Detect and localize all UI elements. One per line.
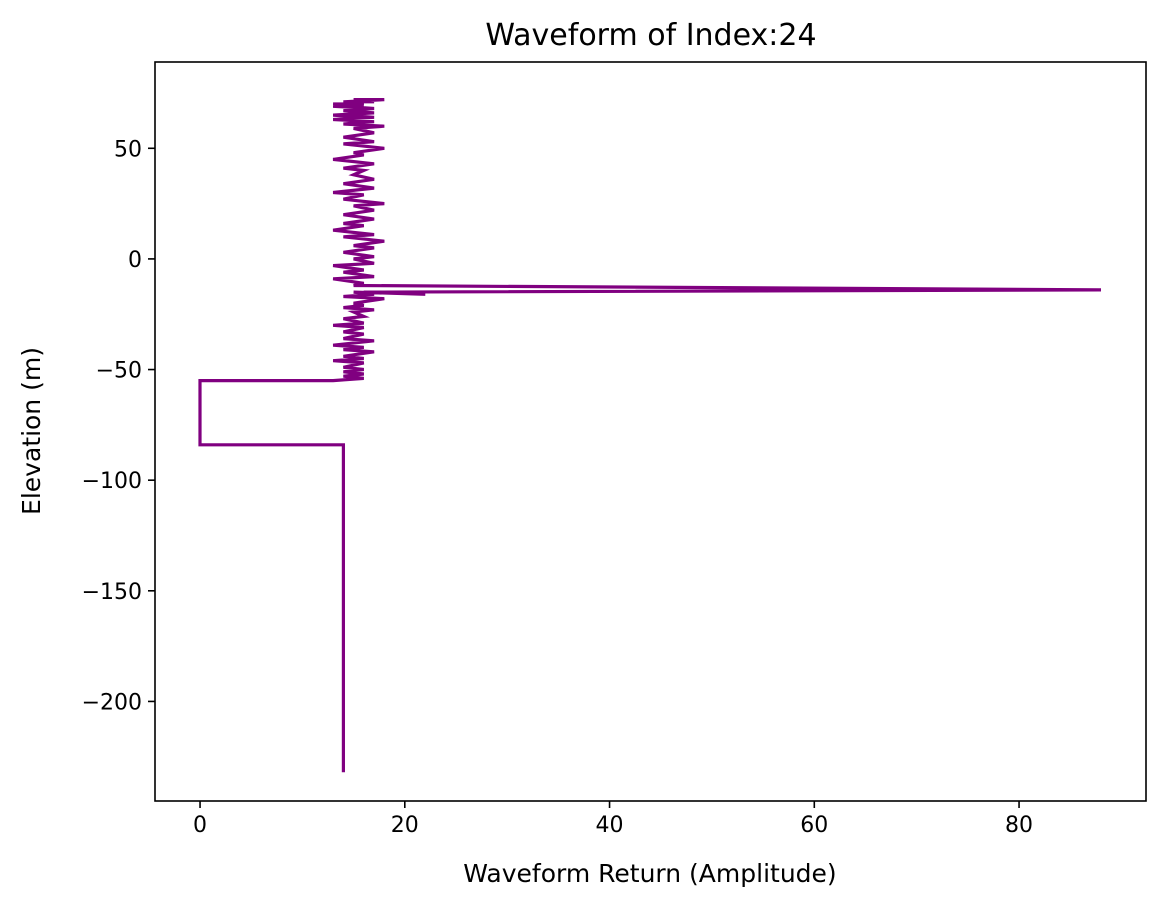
axes-frame <box>154 61 1147 802</box>
y-tick-label: 50 <box>114 137 142 162</box>
x-axis-label: Waveform Return (Amplitude) <box>463 859 836 888</box>
y-tick-label: −100 <box>82 469 142 494</box>
x-tick-label: 20 <box>391 813 419 838</box>
y-tick-label: −200 <box>82 690 142 715</box>
y-axis: 50 0 −50 −100 −150 −200 <box>82 137 155 715</box>
plot-area <box>198 98 1102 773</box>
y-tick-label: −150 <box>82 580 142 605</box>
x-tick-label: 60 <box>800 813 828 838</box>
waveform-series-line <box>198 98 1102 773</box>
y-tick-label: 0 <box>128 248 142 273</box>
x-tick-label: 40 <box>596 813 624 838</box>
y-axis-label: Elevation (m) <box>17 347 46 515</box>
x-tick-label: 0 <box>193 813 207 838</box>
x-tick-label: 80 <box>1005 813 1033 838</box>
y-tick-label: −50 <box>96 359 142 384</box>
x-axis: 0 20 40 60 80 <box>193 801 1033 838</box>
chart-title: Waveform of Index:24 <box>485 18 816 53</box>
